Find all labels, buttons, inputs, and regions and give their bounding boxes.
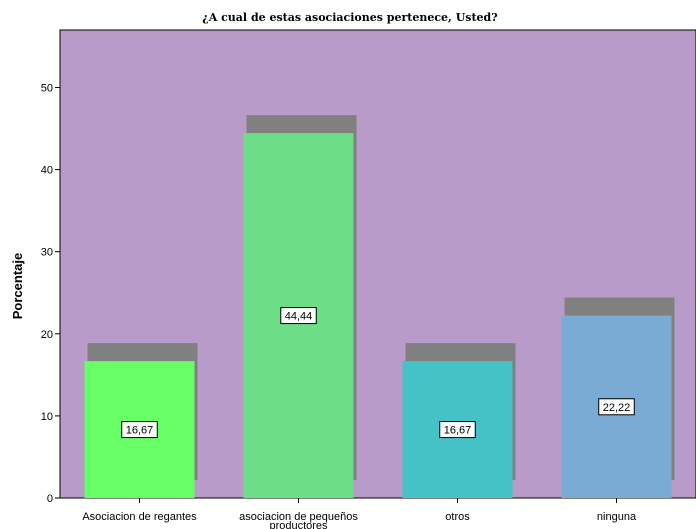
x-tick-label: otros <box>445 511 470 523</box>
y-axis: 0 10 20 30 40 50 <box>41 82 60 505</box>
data-labels-group: 16,67 44,44 16,67 22,22 <box>121 307 635 439</box>
y-tick-label: 50 <box>41 82 53 94</box>
y-tick-label: 10 <box>41 411 53 423</box>
x-tick-label: Asociacion de regantes <box>82 511 197 523</box>
x-tick-label: asociacion de pequeños <box>239 511 358 523</box>
data-label: 22,22 <box>598 398 635 416</box>
data-label: 16,67 <box>439 421 476 439</box>
data-label-text: 16,67 <box>444 425 472 437</box>
data-label-box <box>121 421 158 439</box>
data-label-text: 44,44 <box>285 311 313 323</box>
x-tick-label: ninguna <box>597 511 637 523</box>
y-tick-label: 0 <box>47 493 53 505</box>
chart-title: ¿A cual de estas asociaciones pertenece,… <box>202 11 497 24</box>
x-tick-label: productores <box>269 520 328 529</box>
data-label-box <box>280 307 317 325</box>
y-tick-label: 40 <box>41 165 53 177</box>
y-tick-label: 30 <box>41 247 53 259</box>
data-label: 16,67 <box>121 421 158 439</box>
bars-group <box>84 115 675 498</box>
data-label-text: 16,67 <box>126 425 154 437</box>
data-label-box <box>598 398 635 416</box>
y-tick-label: 20 <box>41 329 53 341</box>
x-axis: Asociacion de regantes asociacion de pequ… <box>82 498 637 529</box>
data-label-text: 22,22 <box>603 402 631 414</box>
y-axis-label: Porcentaje <box>10 253 25 319</box>
data-label-box <box>439 421 476 439</box>
data-label: 44,44 <box>280 307 317 325</box>
